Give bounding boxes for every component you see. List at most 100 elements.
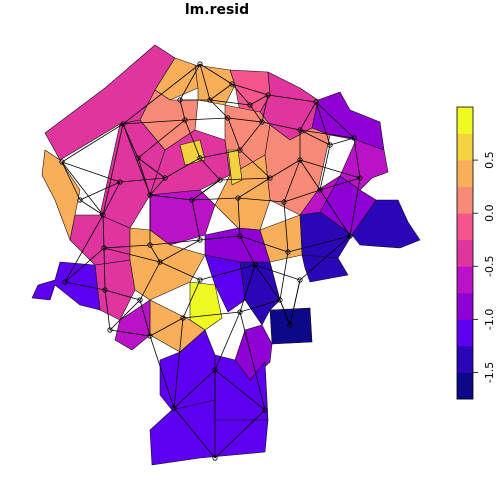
neighbour-node [120, 121, 126, 127]
neighbour-edge [102, 181, 121, 216]
neighbour-node [77, 197, 83, 203]
neighbour-node [117, 179, 123, 185]
neighbour-edge [79, 199, 104, 216]
map-title: lm.resid [185, 2, 249, 18]
neighbour-node [177, 97, 183, 103]
neighbour-edge [231, 83, 269, 96]
neighbour-node [107, 327, 113, 333]
neighbour-edge [149, 317, 184, 337]
neighbour-edge [79, 181, 121, 201]
neighbour-node [317, 187, 323, 193]
neighbour-node [235, 195, 241, 201]
neighbour-edge [182, 279, 201, 319]
neighbour-edge [137, 157, 166, 179]
neighbour-edge [173, 317, 184, 409]
neighbour-edge [237, 197, 285, 203]
neighbour-edge [184, 117, 229, 121]
neighbour-node [347, 233, 353, 239]
legend-bin [457, 319, 473, 347]
neighbour-edge [173, 407, 216, 459]
neighbour-edge [61, 123, 124, 163]
neighbour-node [262, 407, 268, 413]
neighbour-edge [179, 99, 186, 121]
legend-color-bins [457, 107, 473, 400]
neighbour-node [135, 155, 141, 161]
legend-tick-label: -1.5 [483, 362, 496, 383]
legend-frame [456, 106, 474, 400]
neighbour-edge [254, 264, 301, 281]
neighbour-node [259, 119, 265, 125]
neighbour-edge [164, 157, 201, 179]
neighbour-nodes [59, 61, 363, 461]
neighbour-node [265, 92, 271, 98]
neighbour-edge [214, 409, 266, 459]
neighbour-edge [299, 159, 321, 191]
neighbour-edge [287, 235, 351, 253]
neighbour-node [297, 277, 303, 283]
neighbour-node [357, 175, 363, 181]
neighbour-edge [214, 311, 241, 371]
region [114, 299, 151, 351]
legend-bin [457, 372, 473, 400]
neighbour-edge [139, 261, 161, 301]
region-polygons [31, 44, 421, 466]
neighbour-node [197, 237, 203, 243]
neighbour-edge [283, 189, 321, 203]
neighbour-edge [109, 329, 151, 337]
neighbour-edge [299, 129, 331, 146]
region [31, 261, 101, 311]
neighbour-edge [267, 94, 317, 103]
neighbour-node [212, 367, 218, 373]
neighbour-edge [191, 199, 201, 241]
neighbour-edge [199, 149, 241, 159]
neighbour-edge [227, 117, 241, 151]
neighbour-edge [319, 177, 361, 191]
legend-bin [457, 160, 473, 188]
neighbour-edge [279, 251, 289, 301]
neighbour-node [237, 233, 243, 239]
neighbour-edge [182, 311, 241, 319]
neighbour-edge [261, 94, 269, 123]
neighbour-edge [122, 119, 186, 125]
neighbour-node [182, 117, 188, 123]
neighbour-edge [64, 281, 106, 291]
neighbour-edge [122, 63, 201, 125]
neighbour-edge [149, 239, 201, 246]
legend-tick-label: 0.0 [483, 204, 496, 222]
neighbour-node [327, 142, 333, 148]
neighbour-edge [159, 239, 201, 263]
neighbour-edge [237, 177, 271, 199]
neighbour-node [212, 455, 218, 461]
neighbour-edge [299, 235, 351, 281]
neighbour-edge [299, 101, 317, 131]
neighbour-node [137, 297, 143, 303]
neighbour-node [277, 297, 283, 303]
neighbour-edge [239, 235, 256, 266]
region [269, 307, 313, 345]
neighbour-edge [261, 121, 301, 131]
region [301, 254, 349, 283]
neighbour-edge [149, 177, 166, 196]
neighbour-node [207, 97, 213, 103]
neighbour-edge [102, 214, 105, 249]
neighbour-edge [184, 119, 201, 159]
neighbour-edge [199, 63, 233, 85]
neighbour-node [100, 212, 106, 218]
region [204, 227, 271, 263]
neighbour-edge [349, 177, 361, 237]
neighbour-edge [159, 261, 201, 281]
neighbour-edge [104, 289, 141, 301]
neighbour-node [313, 99, 319, 105]
legend-bin [457, 239, 473, 267]
neighbour-edge [283, 201, 289, 253]
neighbour-node [189, 197, 195, 203]
neighbour-edge [239, 311, 266, 411]
neighbour-node [171, 405, 177, 411]
neighbour-edge [199, 157, 221, 181]
neighbour-edge [289, 279, 301, 326]
neighbour-edge [227, 117, 263, 123]
neighbour-edge [219, 177, 271, 181]
neighbour-node [147, 333, 153, 339]
region [194, 64, 236, 106]
neighbour-edge [299, 159, 361, 179]
